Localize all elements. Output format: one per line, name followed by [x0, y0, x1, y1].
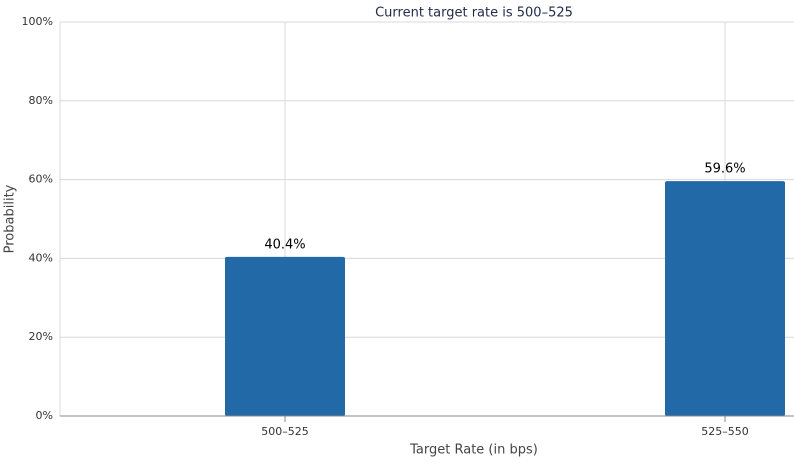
x-axis-title: Target Rate (in bps)	[409, 443, 538, 458]
value-label: 40.4%	[264, 237, 305, 252]
y-tick-label: 80%	[29, 94, 53, 107]
y-tick-label: 100%	[22, 15, 53, 28]
y-tick-label: 60%	[29, 173, 53, 186]
y-tick-label: 20%	[29, 330, 53, 343]
x-tick-label: 500–525	[261, 425, 309, 438]
value-label: 59.6%	[704, 162, 745, 177]
y-tick-label: 40%	[29, 251, 53, 264]
bar	[665, 181, 785, 416]
bar	[225, 256, 345, 416]
y-tick-label: 0%	[36, 409, 53, 422]
x-tick-label: 525–550	[701, 425, 749, 438]
chart-title: Current target rate is 500–525	[375, 6, 573, 21]
y-axis-title: Probability	[3, 184, 18, 253]
